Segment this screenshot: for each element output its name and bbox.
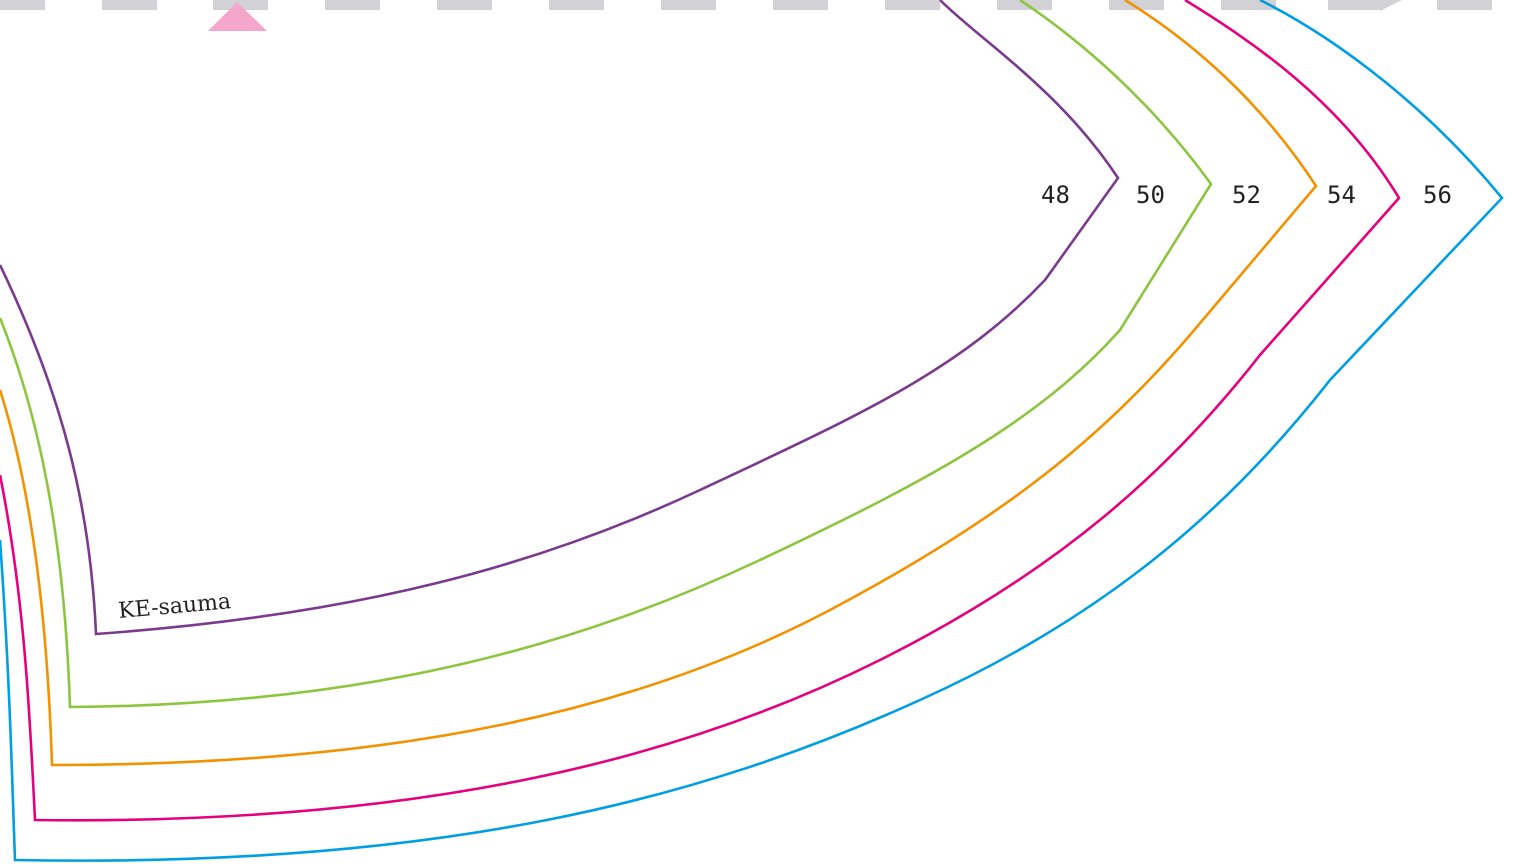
fold-dash — [213, 0, 268, 10]
cut-line-size-48 — [0, 0, 1120, 636]
size-label-56: 56 — [1423, 181, 1452, 209]
fold-dash — [1221, 0, 1276, 10]
size-label-52: 52 — [1232, 181, 1261, 209]
cut-line-size-50 — [0, 0, 1213, 709]
fold-dash — [0, 0, 45, 10]
fold-dash — [1109, 0, 1164, 10]
seam-label: KE-sauma — [117, 589, 232, 624]
cut-line-size-54 — [0, 0, 1401, 822]
fold-dash — [773, 0, 828, 10]
fold-dash — [325, 0, 380, 10]
fold-dash — [1437, 0, 1492, 10]
fold-dash — [437, 0, 492, 10]
fold-edge — [0, 0, 1492, 11]
fold-dash — [1328, 0, 1383, 10]
fold-arrow-right-icon — [1380, 0, 1402, 11]
fold-dash — [885, 0, 940, 10]
notch-triangle-icon — [208, 2, 267, 31]
fold-dash — [102, 0, 157, 10]
fold-dash — [997, 0, 1052, 10]
size-label-54: 54 — [1327, 181, 1356, 209]
fold-dash — [549, 0, 604, 10]
fold-dash — [661, 0, 716, 10]
size-label-48: 48 — [1041, 181, 1070, 209]
cut-line-size-52 — [0, 0, 1318, 767]
size-label-50: 50 — [1136, 181, 1165, 209]
